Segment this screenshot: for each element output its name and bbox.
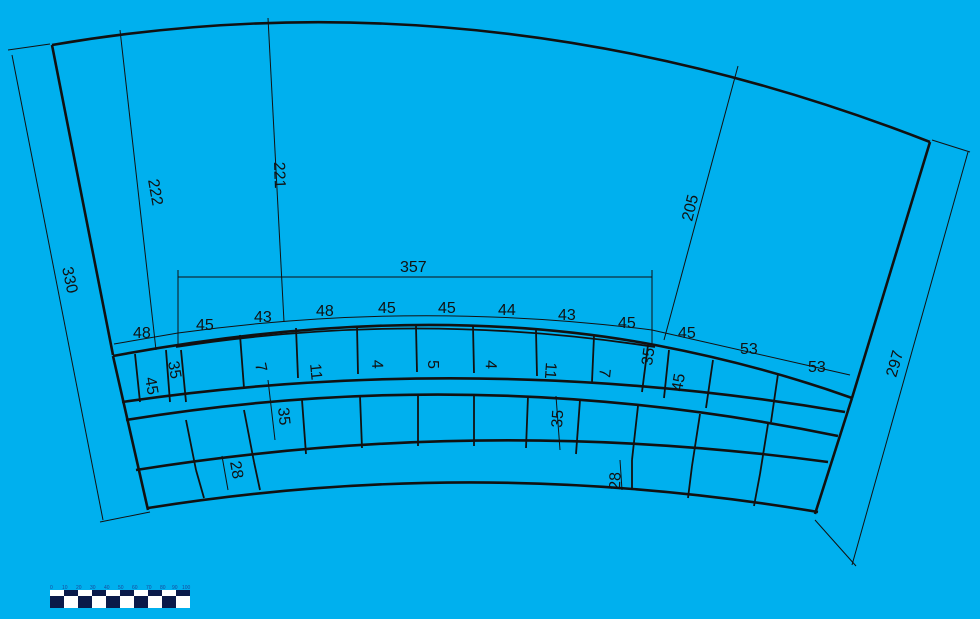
scale-tick-50: 50	[118, 585, 124, 591]
inner-label-35-right: 35	[639, 346, 658, 366]
scale-tick-20: 20	[76, 585, 82, 591]
dimension-lines	[7, 17, 971, 567]
top-row-labels: 48 45 43 48 45 45 44 43 45 45 53 53	[133, 300, 826, 376]
inner-label-5: 5	[424, 360, 441, 369]
top-label-2: 45	[196, 317, 214, 334]
left-arch-wall	[111, 355, 150, 511]
dim-222: 222	[144, 178, 165, 207]
scale-tick-80: 80	[160, 585, 166, 591]
scale-tick-60: 60	[132, 585, 138, 591]
lower-label-35-left: 35	[274, 407, 293, 427]
inner-label-11-right: 11	[541, 362, 559, 380]
inner-arc-2	[121, 376, 846, 414]
right-outer-edge	[850, 141, 932, 399]
lower-labels: 35 28 35 28	[226, 407, 625, 490]
voussoir-joints	[134, 325, 779, 507]
right-arch-wall	[813, 397, 854, 515]
inner-label-7-right: 7	[595, 368, 613, 379]
dim-221: 221	[270, 162, 288, 189]
dim-297-right: 297	[884, 349, 908, 379]
top-label-8: 43	[558, 307, 576, 324]
top-label-12: 53	[808, 359, 826, 376]
scale-tick-30: 30	[90, 585, 96, 591]
scale-tick-70: 70	[146, 585, 152, 591]
scale-tick-100: 100	[182, 585, 191, 591]
left-outer-edge	[50, 44, 115, 356]
top-label-6: 45	[438, 300, 456, 317]
lower-label-35-right: 35	[549, 409, 567, 428]
dim-205: 205	[679, 193, 702, 223]
top-label-10: 45	[678, 325, 696, 342]
inner-arc-3	[125, 393, 839, 438]
inner-labels: 45 35 7 11 4 5 4 11 7 35 45	[141, 346, 689, 396]
inner-label-4-right: 4	[482, 360, 499, 370]
top-label-11: 53	[740, 341, 758, 358]
lower-label-28-right: 28	[607, 472, 625, 490]
inner-label-45-right: 45	[669, 372, 689, 393]
scale-tick-40: 40	[104, 585, 110, 591]
inner-label-11-left: 11	[306, 363, 325, 381]
inner-label-7-left: 7	[251, 361, 269, 373]
scale-bar: 0 10 20 30 40 50 60 70 80 90 100	[50, 585, 191, 608]
top-label-1: 48	[133, 325, 151, 342]
scale-tick-0: 0	[50, 585, 53, 591]
dim-330-left: 330	[58, 265, 80, 295]
top-label-3: 43	[254, 309, 272, 326]
top-label-4: 48	[316, 303, 334, 320]
top-label-5: 45	[378, 300, 396, 317]
dim-357: 357	[400, 259, 427, 276]
inner-label-45-left: 45	[141, 376, 161, 397]
inner-arc-4	[135, 439, 829, 472]
outer-bottom-arc	[147, 481, 819, 514]
top-label-9: 45	[618, 315, 636, 332]
inner-label-4-left: 4	[368, 360, 385, 370]
lower-label-28-left: 28	[226, 460, 246, 481]
inner-label-35-left: 35	[164, 360, 184, 381]
scale-tick-90: 90	[172, 585, 178, 591]
outer-top-arc	[51, 20, 931, 144]
top-label-7: 44	[498, 302, 516, 319]
inner-arc-1	[112, 323, 853, 400]
scale-tick-10: 10	[62, 585, 68, 591]
